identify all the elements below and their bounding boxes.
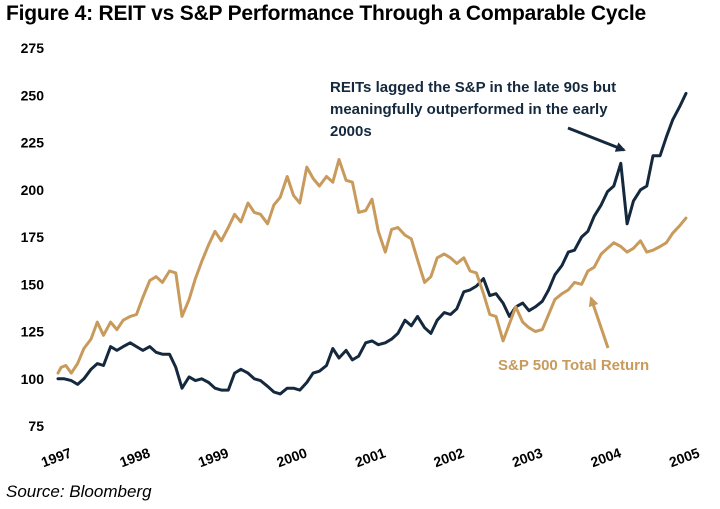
x-tick-label: 2000: [274, 444, 309, 470]
y-tick-label: 175: [21, 229, 45, 245]
chart-title: Figure 4: REIT vs S&P Performance Throug…: [6, 2, 646, 25]
x-tick-label: 2002: [431, 444, 466, 470]
y-tick-label: 100: [21, 371, 45, 387]
sp500-annotation-arrow: [588, 296, 610, 349]
y-tick-label: 225: [21, 135, 45, 151]
y-tick-label: 150: [21, 276, 45, 292]
x-tick-label: 2003: [510, 444, 545, 470]
y-tick-label: 200: [21, 182, 45, 198]
x-tick-label: 2004: [588, 444, 623, 470]
y-tick-label: 275: [21, 40, 45, 56]
y-axis: 75 100 125 150 175 200 225 250 275: [21, 40, 45, 434]
source-note: Source: Bloomberg: [6, 482, 152, 501]
reit-annotation-line: REITs lagged the S&P in the late 90s but: [330, 79, 616, 96]
sp500-series-line: [56, 158, 688, 375]
x-axis: 1997 1998 1999 2000 2001 2002 2003 2004 2005: [39, 444, 702, 470]
x-tick-label: 1999: [196, 444, 231, 470]
reit-series-line: [56, 91, 688, 396]
reit-annotation-line: meaningfully outperformed in the early: [330, 101, 608, 118]
reit-annotation-line: 2000s: [330, 123, 372, 140]
sp500-annotation-label: S&P 500 Total Return: [498, 357, 649, 374]
y-tick-label: 250: [21, 87, 45, 103]
x-tick-label: 1998: [117, 444, 152, 470]
y-tick-label: 125: [21, 324, 45, 340]
y-tick-label: 75: [28, 418, 44, 434]
reit-annotation-arrow: [567, 126, 626, 152]
x-tick-label: 2001: [353, 444, 388, 470]
annotation-layer: REITs lagged the S&P in the late 90s but…: [330, 79, 649, 374]
series-layer: [56, 91, 688, 396]
x-tick-label: 1997: [39, 444, 74, 470]
x-tick-label: 2005: [667, 444, 702, 470]
